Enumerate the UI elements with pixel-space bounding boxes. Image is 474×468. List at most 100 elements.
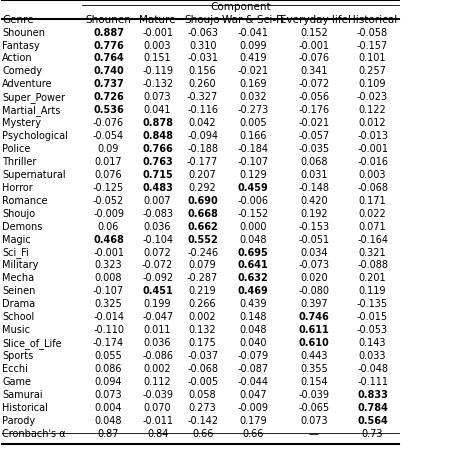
Text: -0.047: -0.047 — [142, 312, 173, 322]
Text: 0.887: 0.887 — [93, 28, 124, 37]
Text: 0.459: 0.459 — [238, 183, 268, 193]
Text: -0.092: -0.092 — [142, 273, 173, 284]
Text: -0.148: -0.148 — [298, 183, 329, 193]
Text: 0.036: 0.036 — [144, 222, 172, 232]
Text: 0.002: 0.002 — [189, 312, 217, 322]
Text: Shoujo: Shoujo — [2, 209, 36, 219]
Text: 0.036: 0.036 — [144, 338, 172, 348]
Text: 0.764: 0.764 — [93, 53, 124, 64]
Text: Mystery: Mystery — [2, 118, 41, 128]
Text: 0.152: 0.152 — [300, 28, 328, 37]
Text: 0.022: 0.022 — [359, 209, 386, 219]
Text: Shoujo: Shoujo — [185, 15, 220, 25]
Text: Adventure: Adventure — [2, 79, 53, 89]
Text: -0.041: -0.041 — [237, 28, 269, 37]
Text: Mature: Mature — [139, 15, 176, 25]
Text: -0.116: -0.116 — [187, 105, 218, 115]
Text: Drama: Drama — [2, 300, 36, 309]
Text: 0.09: 0.09 — [98, 144, 119, 154]
Text: 0.000: 0.000 — [239, 222, 267, 232]
Text: 0.171: 0.171 — [359, 196, 386, 206]
Text: Supernatural: Supernatural — [2, 170, 66, 180]
Text: -0.039: -0.039 — [142, 390, 173, 400]
Text: -0.001: -0.001 — [298, 41, 329, 51]
Text: -0.021: -0.021 — [298, 118, 329, 128]
Text: 0.005: 0.005 — [239, 118, 267, 128]
Text: 0.662: 0.662 — [187, 222, 218, 232]
Text: -0.031: -0.031 — [187, 53, 218, 64]
Text: -0.287: -0.287 — [187, 273, 218, 284]
Text: 0.073: 0.073 — [300, 416, 328, 426]
Text: -0.051: -0.051 — [298, 234, 329, 245]
Text: 0.048: 0.048 — [95, 416, 122, 426]
Text: Music: Music — [2, 325, 30, 335]
Text: 0.119: 0.119 — [359, 286, 386, 296]
Text: 0.468: 0.468 — [93, 234, 124, 245]
Text: 0.878: 0.878 — [142, 118, 173, 128]
Text: 0.321: 0.321 — [359, 248, 386, 257]
Text: -0.072: -0.072 — [298, 79, 329, 89]
Text: 0.310: 0.310 — [189, 41, 217, 51]
Text: 0.004: 0.004 — [95, 403, 122, 413]
Text: 0.219: 0.219 — [189, 286, 217, 296]
Text: Ecchi: Ecchi — [2, 364, 28, 374]
Text: Psychological: Psychological — [2, 131, 68, 141]
Text: 0.040: 0.040 — [239, 338, 267, 348]
Text: Parody: Parody — [2, 416, 36, 426]
Text: 0.355: 0.355 — [300, 364, 328, 374]
Text: 0.420: 0.420 — [300, 196, 328, 206]
Text: 0.776: 0.776 — [93, 41, 124, 51]
Text: 0.003: 0.003 — [359, 170, 386, 180]
Text: -0.184: -0.184 — [237, 144, 269, 154]
Text: 0.766: 0.766 — [142, 144, 173, 154]
Text: -0.044: -0.044 — [237, 377, 269, 387]
Text: -0.076: -0.076 — [93, 118, 124, 128]
Text: -0.246: -0.246 — [187, 248, 218, 257]
Text: -0.021: -0.021 — [237, 66, 269, 76]
Text: -0.111: -0.111 — [357, 377, 388, 387]
Text: 0.419: 0.419 — [239, 53, 267, 64]
Text: Magic: Magic — [2, 234, 31, 245]
Text: Police: Police — [2, 144, 31, 154]
Text: Military: Military — [2, 261, 39, 271]
Text: -0.001: -0.001 — [142, 28, 173, 37]
Text: 0.552: 0.552 — [187, 234, 218, 245]
Text: 0.076: 0.076 — [95, 170, 122, 180]
Text: 0.06: 0.06 — [98, 222, 119, 232]
Text: -0.079: -0.079 — [237, 351, 269, 361]
Text: 0.610: 0.610 — [299, 338, 329, 348]
Text: -0.011: -0.011 — [142, 416, 173, 426]
Text: 0.207: 0.207 — [189, 170, 217, 180]
Text: -0.086: -0.086 — [142, 351, 173, 361]
Text: -0.048: -0.048 — [357, 364, 388, 374]
Text: -0.107: -0.107 — [237, 157, 269, 167]
Text: 0.469: 0.469 — [238, 286, 268, 296]
Text: 0.695: 0.695 — [238, 248, 268, 257]
Text: Cronbach's α: Cronbach's α — [2, 429, 66, 439]
Text: -0.176: -0.176 — [298, 105, 329, 115]
Text: 0.273: 0.273 — [189, 403, 217, 413]
Text: -0.023: -0.023 — [357, 92, 388, 102]
Text: Historical: Historical — [348, 15, 397, 25]
Text: Demons: Demons — [2, 222, 43, 232]
Text: 0.715: 0.715 — [142, 170, 173, 180]
Text: -0.001: -0.001 — [93, 248, 124, 257]
Text: 0.132: 0.132 — [189, 325, 217, 335]
Text: 0.070: 0.070 — [144, 403, 172, 413]
Text: 0.66: 0.66 — [192, 429, 213, 439]
Text: 0.439: 0.439 — [239, 300, 267, 309]
Text: 0.169: 0.169 — [239, 79, 267, 89]
Text: 0.122: 0.122 — [359, 105, 386, 115]
Text: 0.129: 0.129 — [239, 170, 267, 180]
Text: Super_Power: Super_Power — [2, 92, 65, 103]
Text: 0.003: 0.003 — [144, 41, 172, 51]
Text: 0.690: 0.690 — [187, 196, 218, 206]
Text: School: School — [2, 312, 35, 322]
Text: -0.088: -0.088 — [357, 261, 388, 271]
Text: 0.020: 0.020 — [300, 273, 328, 284]
Text: 0.156: 0.156 — [189, 66, 217, 76]
Text: -0.057: -0.057 — [298, 131, 329, 141]
Text: -0.188: -0.188 — [187, 144, 218, 154]
Text: Slice_of_Life: Slice_of_Life — [2, 338, 62, 349]
Text: Sports: Sports — [2, 351, 34, 361]
